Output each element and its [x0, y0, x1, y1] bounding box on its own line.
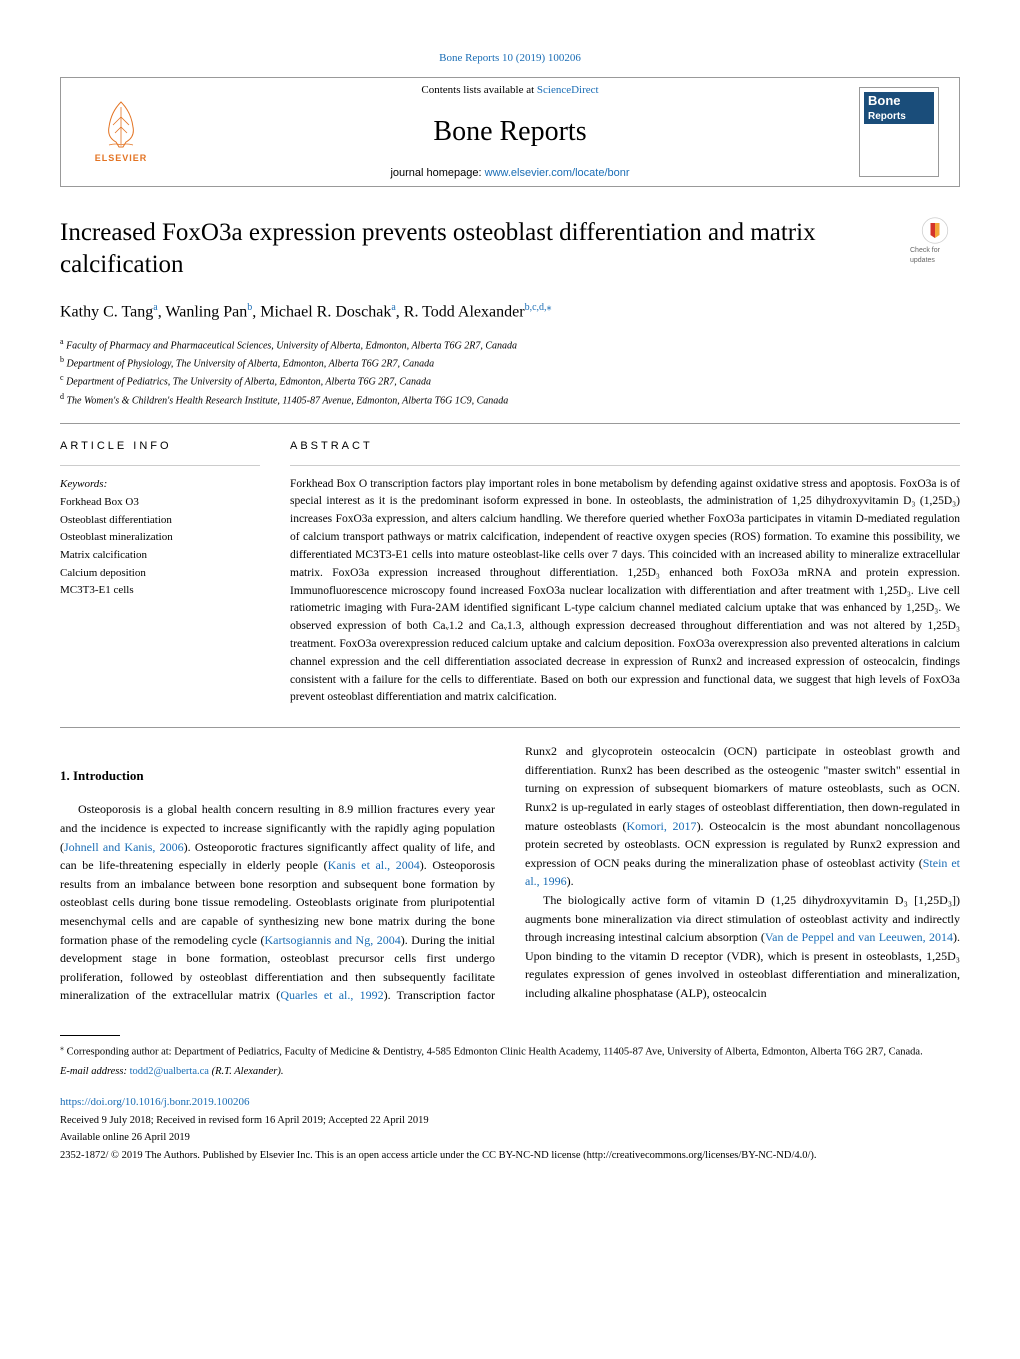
author-4-corr: ⁎ — [547, 302, 552, 313]
doi-line: https://doi.org/10.1016/j.bonr.2019.1002… — [60, 1094, 960, 1111]
title-row: Increased FoxO3a expression prevents ost… — [60, 217, 960, 282]
article-info-heading: ARTICLE INFO — [60, 438, 260, 455]
available-line: Available online 26 April 2019 — [60, 1130, 960, 1146]
ref-vandepeppel[interactable]: Van de Peppel and van Leeuwen, 2014 — [765, 930, 953, 944]
bone-cover-text: Bone Reports — [864, 92, 934, 125]
footer-divider — [60, 1035, 120, 1036]
intro-p2: The biologically active form of vitamin … — [525, 891, 960, 1003]
received-line: Received 9 July 2018; Received in revise… — [60, 1113, 960, 1129]
body-columns: 1. Introduction Osteoporosis is a global… — [60, 742, 960, 1005]
elsevier-logo: ELSEVIER — [81, 92, 161, 172]
abstract-divider — [290, 465, 960, 466]
affiliations: a Faculty of Pharmacy and Pharmaceutical… — [60, 336, 960, 409]
keywords-label: Keywords: — [60, 476, 260, 493]
check-updates-badge[interactable]: Check for updates — [910, 217, 960, 267]
author-3: Michael R. Doschak — [260, 303, 391, 320]
info-divider — [60, 465, 260, 466]
contents-line: Contents lists available at ScienceDirec… — [161, 82, 859, 99]
author-2-aff: b — [247, 302, 252, 313]
updates-label: Check for updates — [910, 246, 960, 267]
email-label: E-mail address: — [60, 1066, 130, 1077]
page-container: Bone Reports 10 (2019) 100206 ELSEVIER C… — [0, 0, 1020, 1214]
keyword-2: Osteoblast mineralization — [60, 529, 260, 547]
ref-komori[interactable]: Komori, 2017 — [626, 819, 696, 833]
author-1: Kathy C. Tang — [60, 303, 153, 320]
author-4-aff: b,c,d, — [525, 302, 547, 313]
ref-kartsogiannis[interactable]: Kartsogiannis and Ng, 2004 — [264, 933, 400, 947]
ref-johnell[interactable]: Johnell and Kanis, 2006 — [64, 840, 184, 854]
journal-header: ELSEVIER Contents lists available at Sci… — [60, 77, 960, 187]
email-link[interactable]: todd2@ualberta.ca — [130, 1066, 209, 1077]
bone-line1: Bone — [868, 93, 901, 108]
elsevier-label: ELSEVIER — [95, 152, 148, 166]
affiliation-a: a Faculty of Pharmacy and Pharmaceutical… — [60, 336, 960, 354]
aff-a-text: Faculty of Pharmacy and Pharmaceutical S… — [66, 340, 517, 351]
copyright-line: 2352-1872/ © 2019 The Authors. Published… — [60, 1148, 960, 1164]
homepage-link[interactable]: www.elsevier.com/locate/bonr — [485, 167, 630, 179]
corresponding-note: ⁎ Corresponding author at: Department of… — [60, 1042, 960, 1060]
bone-line2: Reports — [868, 111, 906, 122]
article-title: Increased FoxO3a expression prevents ost… — [60, 217, 890, 282]
citation-link[interactable]: Bone Reports 10 (2019) 100206 — [439, 52, 581, 64]
keywords-list: Forkhead Box O3 Osteoblast differentiati… — [60, 494, 260, 600]
article-info-column: ARTICLE INFO Keywords: Forkhead Box O3 O… — [60, 438, 260, 707]
intro-heading: 1. Introduction — [60, 766, 495, 786]
homepage-prefix: journal homepage: — [390, 167, 484, 179]
keyword-5: MC3T3-E1 cells — [60, 582, 260, 600]
keyword-4: Calcium deposition — [60, 565, 260, 583]
ref-quarles[interactable]: Quarles et al., 1992 — [280, 988, 383, 1002]
updates-icon — [917, 217, 953, 244]
divider-top — [60, 423, 960, 424]
author-4: R. Todd Alexander — [404, 303, 525, 320]
authors-line: Kathy C. Tanga, Wanling Panb, Michael R.… — [60, 300, 960, 324]
abstract-heading: ABSTRACT — [290, 438, 960, 455]
corr-text: Corresponding author at: Department of P… — [67, 1046, 923, 1057]
doi-link[interactable]: https://doi.org/10.1016/j.bonr.2019.1002… — [60, 1096, 250, 1108]
bone-reports-cover: Bone Reports — [859, 87, 939, 177]
info-abstract-row: ARTICLE INFO Keywords: Forkhead Box O3 O… — [60, 438, 960, 707]
p1m: ). — [567, 874, 574, 888]
abstract-column: ABSTRACT Forkhead Box O transcription fa… — [290, 438, 960, 707]
keyword-3: Matrix calcification — [60, 547, 260, 565]
footer: ⁎ Corresponding author at: Department of… — [60, 1035, 960, 1164]
affiliation-d: d The Women's & Children's Health Resear… — [60, 391, 960, 409]
email-line: E-mail address: todd2@ualberta.ca (R.T. … — [60, 1064, 960, 1080]
author-2: Wanling Pan — [165, 303, 247, 320]
keyword-1: Osteoblast differentiation — [60, 512, 260, 530]
affiliation-c: c Department of Pediatrics, The Universi… — [60, 372, 960, 390]
ref-kanis[interactable]: Kanis et al., 2004 — [328, 858, 420, 872]
contents-prefix: Contents lists available at — [421, 84, 536, 96]
aff-b-text: Department of Physiology, The University… — [67, 358, 435, 369]
aff-c-text: Department of Pediatrics, The University… — [66, 377, 431, 388]
divider-bottom — [60, 727, 960, 728]
sciencedirect-link[interactable]: ScienceDirect — [537, 84, 599, 96]
elsevier-tree-icon — [91, 97, 151, 152]
email-suffix: (R.T. Alexander). — [209, 1066, 284, 1077]
aff-d-text: The Women's & Children's Health Research… — [67, 395, 509, 406]
abstract-text: Forkhead Box O transcription factors pla… — [290, 476, 960, 708]
keyword-0: Forkhead Box O3 — [60, 494, 260, 512]
author-1-aff: a — [153, 302, 157, 313]
header-center: Contents lists available at ScienceDirec… — [161, 82, 859, 181]
top-citation: Bone Reports 10 (2019) 100206 — [60, 50, 960, 67]
homepage-line: journal homepage: www.elsevier.com/locat… — [161, 165, 859, 182]
author-3-aff: a — [391, 302, 395, 313]
affiliation-b: b Department of Physiology, The Universi… — [60, 354, 960, 372]
journal-name: Bone Reports — [161, 111, 859, 153]
